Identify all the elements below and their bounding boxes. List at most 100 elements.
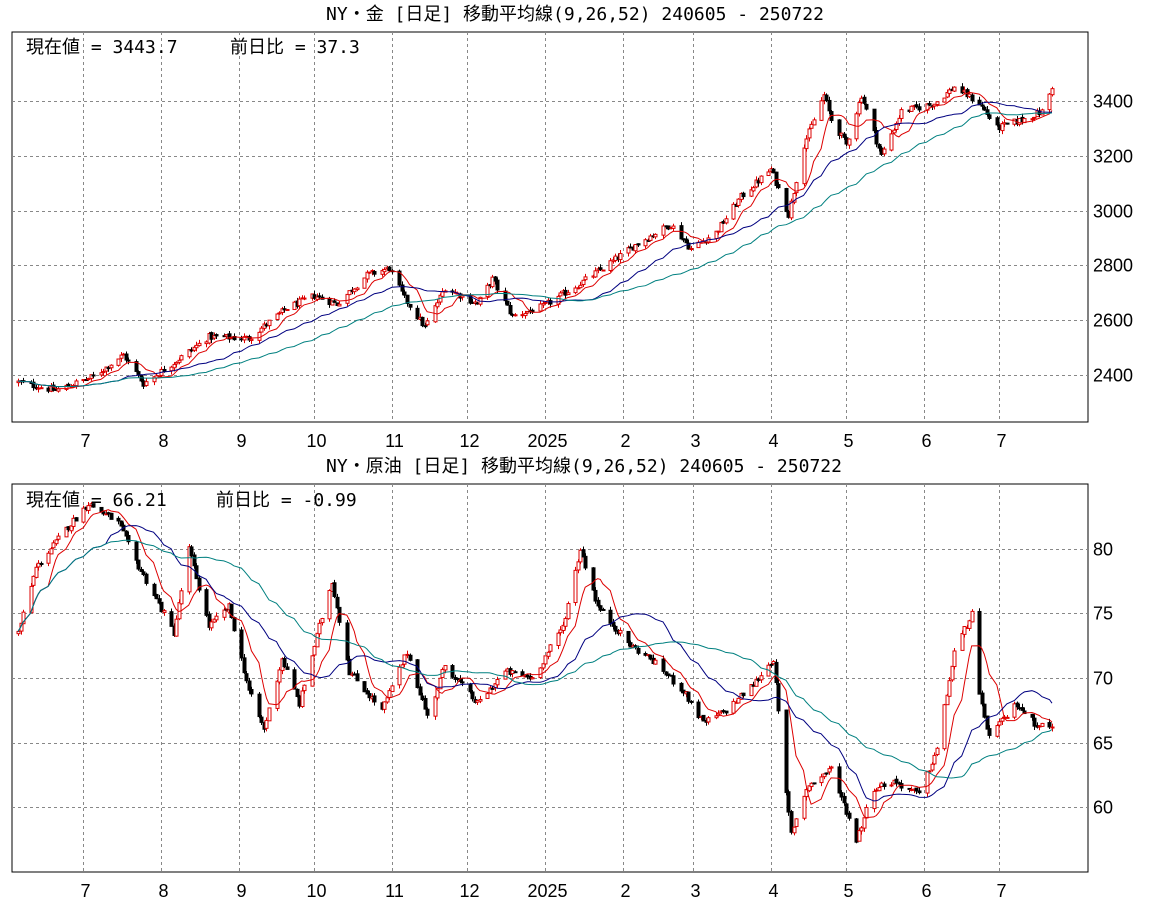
candle — [608, 257, 613, 272]
candle-body — [546, 651, 551, 657]
candle-body — [689, 700, 694, 703]
candle-body — [842, 795, 847, 804]
candle-body — [1050, 726, 1055, 729]
moving-average-52-line — [17, 112, 1053, 388]
candle-body — [435, 302, 440, 308]
candle-body — [172, 363, 177, 369]
candle — [109, 512, 114, 520]
candle-body — [774, 661, 779, 684]
candle-body — [214, 615, 219, 621]
candle — [538, 300, 543, 312]
candle — [909, 105, 914, 112]
candle — [397, 664, 402, 689]
candle-body — [222, 609, 227, 618]
candle-body — [593, 589, 598, 602]
candle-body — [408, 654, 413, 661]
crude-oil-chart-panel: NY・原油 [日足] 移動平均線(9,26,52) 240605 - 25072… — [11, 456, 1113, 901]
candle-body — [159, 601, 164, 613]
candle-body — [402, 291, 407, 296]
candle-body — [400, 284, 405, 292]
x-tick-label: 3 — [690, 881, 700, 901]
candle-body — [49, 548, 54, 555]
candle-body — [367, 271, 372, 274]
candle-body — [232, 617, 237, 632]
candle — [819, 97, 824, 121]
candle-body — [829, 766, 834, 769]
candle-body — [423, 325, 428, 328]
candle-body — [109, 512, 114, 520]
candle — [947, 677, 952, 697]
current-value-text: 現在値 = 66.21 — [26, 490, 167, 511]
candle-body — [1020, 707, 1025, 711]
candle-body — [558, 292, 563, 297]
moving-average-52-line — [17, 539, 1053, 779]
candle — [277, 311, 282, 315]
candle-body — [573, 569, 578, 604]
candle — [425, 317, 430, 326]
candle-body — [435, 687, 440, 699]
candle-body — [468, 683, 473, 693]
x-tick-label: 6 — [921, 881, 931, 901]
candle — [546, 651, 551, 660]
candle-body — [942, 704, 947, 750]
candle-body — [706, 717, 711, 723]
candle — [174, 615, 179, 637]
y-tick-label: 75 — [1093, 604, 1113, 624]
candle-body — [786, 791, 791, 813]
candle-body — [86, 378, 91, 381]
candle — [470, 690, 475, 702]
candle — [917, 787, 922, 795]
candle-body — [415, 307, 420, 320]
candle-body — [802, 795, 807, 819]
candle — [302, 295, 307, 301]
candle-body — [259, 327, 264, 333]
candle — [144, 572, 149, 586]
candle-body — [819, 100, 824, 121]
x-tick-label: 11 — [385, 881, 404, 901]
candle — [731, 698, 736, 715]
candle — [352, 288, 357, 295]
candle-body — [460, 681, 465, 684]
candle-body — [204, 589, 209, 616]
candle-body — [633, 244, 638, 252]
candle — [390, 684, 395, 693]
candle-body — [847, 138, 852, 146]
candle — [267, 707, 272, 722]
candle-body — [581, 279, 586, 286]
candle-body — [332, 582, 337, 597]
candle-body — [1000, 122, 1005, 132]
candle-body — [952, 650, 957, 668]
candle — [249, 686, 254, 697]
candle-body — [839, 792, 844, 798]
candle-body — [661, 658, 666, 672]
candle — [982, 105, 987, 111]
candle — [548, 644, 553, 653]
candle — [402, 289, 407, 298]
candle — [608, 606, 613, 627]
candle — [942, 97, 947, 103]
candle — [347, 655, 352, 676]
candle-body — [719, 221, 724, 233]
candle-body — [864, 807, 869, 819]
candle — [889, 782, 894, 788]
candle-body — [332, 300, 337, 303]
y-tick-label: 2600 — [1093, 311, 1133, 331]
candle-body — [197, 577, 202, 591]
candle-body — [766, 171, 771, 177]
candle-body — [116, 517, 121, 522]
candle-body — [162, 610, 167, 613]
candle — [54, 539, 59, 546]
candle — [689, 700, 694, 705]
candle — [144, 378, 149, 387]
candle — [927, 100, 932, 106]
candle-body — [566, 292, 571, 296]
candle-body — [601, 608, 606, 611]
candle-body — [485, 693, 490, 699]
candle — [367, 271, 372, 274]
candle — [847, 810, 852, 821]
candle-body — [397, 270, 402, 286]
candle — [807, 126, 812, 142]
candle-body — [583, 555, 588, 569]
candle-body — [952, 86, 957, 92]
candle-body — [249, 338, 254, 341]
